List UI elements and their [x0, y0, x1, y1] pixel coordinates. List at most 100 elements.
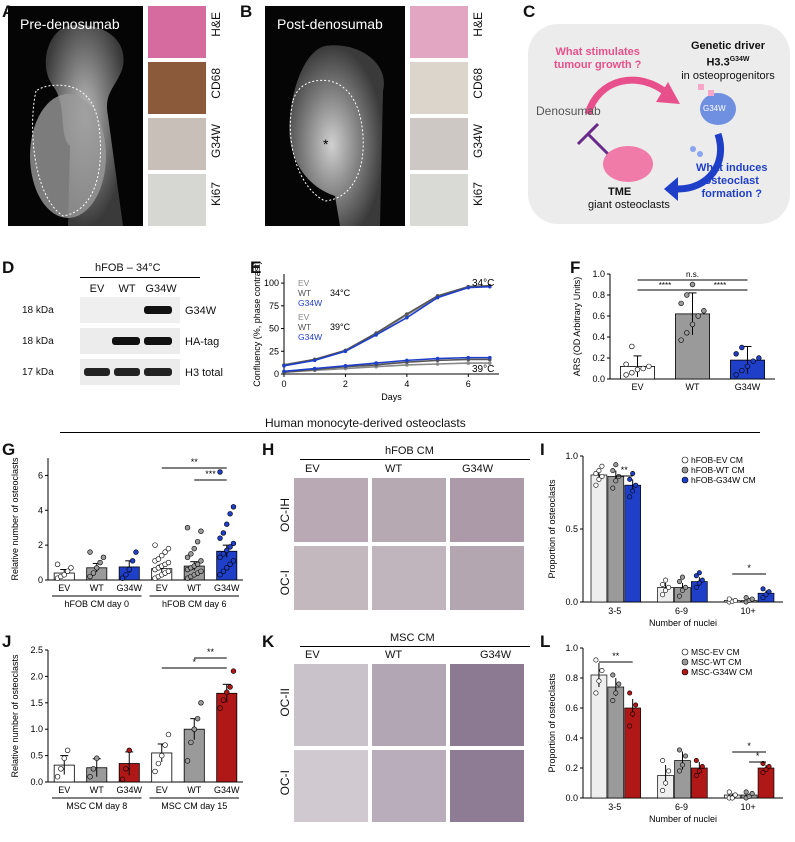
e-ytick-label-0: 0 [274, 369, 279, 379]
e-temp39: 39°C [472, 364, 494, 375]
i-ytick-label-0: 0.0 [565, 597, 578, 607]
g-dot-4-8 [194, 561, 201, 568]
f-ytick-label-2: 0.4 [592, 332, 605, 342]
q1-line-0: What stimulates [555, 46, 640, 58]
g-dot-5-15 [217, 469, 223, 475]
f-sig-0: n.s. [686, 270, 699, 279]
panel-e-label: E [250, 258, 262, 277]
l-dot-0-0-3 [593, 657, 599, 663]
panel-f-label: F [570, 258, 581, 277]
h-col-0: EV [305, 463, 320, 475]
i-dot-2-0-2 [732, 598, 738, 604]
i-legend-0: hFOB-EV CM [691, 455, 743, 465]
i-bar-0-2 [624, 484, 641, 603]
g-ytick-label-3: 6 [38, 470, 43, 480]
j-dot-5-1 [220, 697, 227, 703]
i-dot-0-0-1 [596, 476, 602, 482]
k-row-0: OC-II [278, 688, 292, 717]
i-dot-1-0-3 [660, 581, 666, 587]
i-dot-1-1-1 [679, 587, 685, 593]
k-row-1: OC-I [278, 770, 292, 796]
i-bar-0-0 [590, 474, 608, 603]
j-dot-4-0 [184, 758, 191, 764]
l-cat-1: 6-9 [675, 802, 688, 812]
he-post-tile [410, 6, 468, 58]
kda-0: 18 kDa [22, 305, 54, 316]
xray-post-image: Post-denosumab * [265, 6, 405, 226]
f-ylabel: ARS (OD Arbitrary Units) [572, 277, 582, 377]
e-point-5-4 [405, 358, 409, 363]
lane-ev: EV [89, 283, 105, 295]
lane-wt: WT [118, 283, 136, 295]
i-dot-1-2-3 [693, 573, 699, 579]
q2-line-2: formation ? [701, 188, 763, 200]
e-xtick-label-0: 0 [281, 379, 286, 389]
g-dot-2-3 [129, 558, 136, 564]
j-cat-4: WT [187, 785, 201, 795]
section-title: Human monocyte-derived osteoclasts [265, 416, 466, 430]
l-dot-0-1-0 [610, 697, 616, 703]
g-dot-0-4 [68, 565, 74, 571]
e-legend39-2: G34W [298, 332, 322, 342]
j-dot-3-0 [152, 768, 158, 775]
e-xlabel: Days [381, 392, 402, 402]
i-dot-0-2-3 [627, 476, 633, 482]
i-cat-1: 6-9 [675, 606, 688, 616]
panel-l-label: L [540, 632, 551, 651]
i-dot-1-1-2 [682, 584, 688, 590]
j-dot-3-3 [162, 742, 168, 748]
e-xtick-label-2: 4 [404, 379, 409, 389]
g-sig-1: *** [205, 469, 216, 479]
e-series-5 [283, 356, 490, 373]
l-dot-0-2-2 [633, 702, 639, 708]
j-dot-4-3 [194, 715, 201, 722]
blot-label-1: HA-tag [185, 336, 220, 348]
i-cat-0: 3-5 [608, 606, 621, 616]
l-dot-0-0-0 [593, 690, 599, 696]
l-cat-2: 10+ [741, 802, 756, 812]
g-dot-3-11 [155, 556, 162, 562]
l-ytick-label-1: 0.2 [565, 763, 578, 773]
l-dot-1-2-1 [696, 768, 702, 774]
q2-line-1: osteoclast [704, 175, 759, 187]
i-legend-marker-2 [681, 476, 689, 484]
l-dot-1-0-3 [660, 758, 666, 764]
j-dot-2-2 [126, 747, 132, 754]
e-point-3-4 [405, 363, 409, 367]
i-dot-1-2-4 [696, 570, 702, 576]
j-dot-0-1 [58, 766, 64, 772]
h-header-line [300, 459, 530, 460]
j-dot-1-0 [87, 774, 93, 780]
k-col-2: G34W [480, 649, 512, 661]
j-dot-2-0 [119, 776, 126, 783]
l-dot-2-1-2 [749, 791, 755, 797]
stain-a-1: CD68 [209, 68, 223, 99]
f-dot-0-0 [623, 372, 629, 378]
k-col-1: WT [385, 649, 403, 661]
e-point-2-0 [282, 364, 286, 368]
e-series-4 [283, 358, 490, 373]
i-dot-0-0-5 [599, 463, 605, 469]
question-osteoclast: What induces osteoclast formation ? [696, 162, 768, 201]
blot-label-0: G34W [185, 305, 217, 317]
i-dot-0-2-1 [630, 488, 636, 494]
g-cat-4: WT [187, 583, 201, 593]
f-dot-0-3 [640, 365, 646, 372]
f-ytick-label-4: 0.8 [592, 290, 605, 300]
g-dot-2-2 [126, 566, 132, 573]
j-ylabel: Relative number of osteoclasts [10, 654, 20, 778]
f-sig-1: **** [659, 281, 671, 290]
f-ytick-label-3: 0.6 [592, 311, 605, 321]
g-dot-4-15 [184, 525, 191, 531]
kda-2: 17 kDa [22, 367, 54, 378]
g-dot-4-10 [184, 554, 191, 561]
g-dot-3-13 [162, 549, 168, 555]
kda-1: 18 kDa [22, 336, 54, 347]
panel-j-label: J [2, 632, 12, 651]
f-dot-2-3 [750, 358, 756, 364]
l-ytick-label-4: 0.8 [565, 673, 578, 683]
genetic-driver-label: Genetic driver H3.3G34W in osteoprogenit… [678, 40, 778, 83]
g-dot-4-4 [198, 568, 204, 574]
e-point-5-5 [435, 356, 440, 361]
h-row-0: OC-IH [278, 498, 292, 532]
